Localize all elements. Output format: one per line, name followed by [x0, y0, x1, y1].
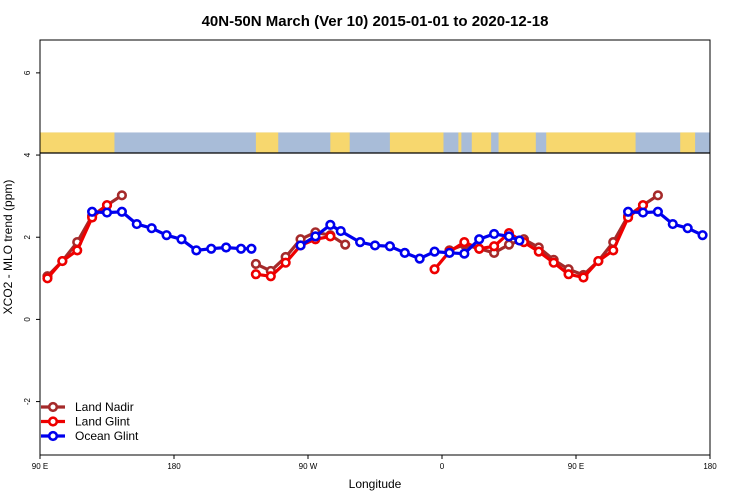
data-point [340, 239, 351, 250]
data-point [533, 246, 544, 257]
map-land [546, 132, 636, 153]
legend-item: Ocean Glint [41, 429, 139, 443]
data-point [548, 257, 559, 268]
data-point [563, 269, 574, 280]
data-point [652, 190, 663, 201]
data-point [503, 239, 515, 250]
map-land [458, 132, 462, 153]
data-point [310, 231, 321, 242]
y-axis-title: XCO2 - MLO trend (ppm) [1, 180, 15, 315]
world-map-strip [40, 132, 710, 154]
y-tick-label: 6 [23, 70, 32, 75]
series-ocean-glint [87, 206, 708, 264]
data-point [280, 257, 291, 268]
data-point [429, 246, 440, 257]
y-tick-label: -2 [23, 397, 32, 405]
data-point [489, 241, 500, 252]
x-tick-label: 0 [440, 462, 445, 471]
data-point [246, 243, 257, 254]
x-tick-label: 180 [167, 462, 181, 471]
legend-label: Land Glint [75, 415, 130, 429]
legend-marker [47, 401, 59, 413]
plot-frame [39, 39, 711, 456]
x-tick-label: 180 [703, 462, 717, 471]
map-land [498, 132, 536, 153]
data-point [623, 206, 634, 217]
x-tick-label: 90 E [32, 462, 48, 471]
data-point [176, 234, 187, 245]
data-point [399, 247, 410, 258]
map-land [680, 132, 696, 153]
map-land [40, 132, 115, 153]
series-land-nadir [42, 190, 663, 282]
map-ocean [40, 132, 710, 153]
chart-title: 40N-50N March (Ver 10) 2015-01-01 to 202… [202, 13, 549, 30]
data-point [503, 231, 515, 242]
data-point [265, 271, 276, 282]
y-tick-label: 2 [23, 234, 32, 239]
data-point [101, 207, 113, 218]
x-tick-label: 90 W [299, 462, 318, 471]
data-point [87, 206, 98, 217]
data-point [116, 190, 127, 201]
data-point [295, 240, 306, 251]
legend-marker [47, 430, 59, 442]
data-point [161, 230, 172, 241]
data-point [191, 245, 202, 256]
data-point [325, 231, 336, 242]
series-layer [42, 190, 708, 284]
map-land [389, 132, 444, 153]
data-point [489, 228, 500, 240]
y-tick-label: 4 [23, 152, 32, 157]
x-axis: 90 E 180 90 W 0 90 E 180 [32, 455, 717, 471]
legend-label: Ocean Glint [75, 429, 139, 443]
data-point [325, 219, 336, 231]
data-point [414, 253, 425, 264]
data-point [608, 245, 619, 256]
y-tick-label: 0 [23, 317, 32, 322]
data-point [250, 269, 261, 280]
legend-item: Land Glint [41, 415, 130, 429]
data-point [474, 243, 485, 254]
data-point [206, 243, 217, 254]
data-point [474, 234, 485, 245]
data-point [459, 248, 470, 259]
x-tick-label: 90 E [568, 462, 584, 471]
data-point [57, 255, 68, 267]
data-point [652, 206, 663, 217]
legend-item: Land Nadir [41, 400, 134, 414]
data-point [146, 223, 157, 234]
y-axis: -2 0 2 4 6 [23, 70, 40, 405]
data-point [514, 235, 525, 246]
data-point [235, 243, 247, 254]
data-point [667, 218, 678, 230]
data-point [459, 237, 470, 248]
legend-label: Land Nadir [75, 400, 134, 414]
data-point [578, 272, 589, 283]
map-land [471, 132, 492, 153]
map-land [330, 132, 350, 153]
data-point [369, 240, 381, 251]
data-point [444, 247, 455, 258]
data-point [593, 255, 604, 267]
map-land [255, 132, 279, 153]
data-point [335, 225, 346, 237]
data-point [250, 258, 261, 270]
data-point [355, 237, 366, 248]
data-point [697, 230, 708, 241]
data-point [116, 206, 127, 217]
legend-marker [47, 416, 59, 427]
x-axis-title: Longitude [349, 477, 402, 491]
data-point [384, 241, 395, 252]
data-point [637, 207, 649, 218]
data-point [682, 223, 693, 234]
data-point [429, 264, 440, 275]
data-point [42, 273, 53, 284]
data-point [72, 245, 83, 256]
data-point [131, 218, 142, 230]
series-line [299, 223, 520, 261]
data-point [221, 242, 232, 253]
